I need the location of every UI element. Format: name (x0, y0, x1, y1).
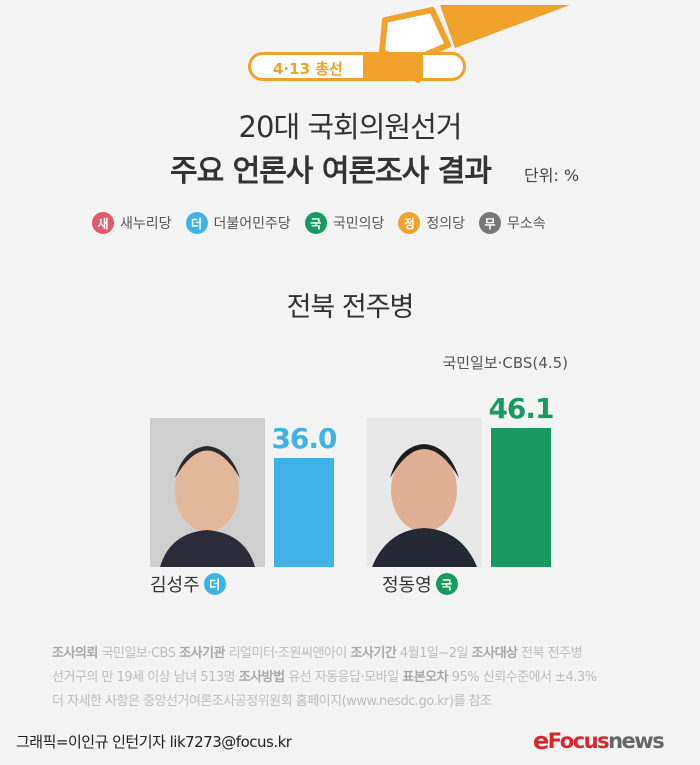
legend-label: 새누리당 (120, 216, 172, 232)
candidate-name-label: 김성주 (150, 575, 200, 596)
election-tag-label: 4·13 총선 (273, 60, 343, 78)
survey-note-line3: 더 자세한 사항은 중앙선거여론조사공정위원회 홈페이지(www.nesdc.g… (52, 694, 492, 709)
note-key: 표본오차 (402, 670, 449, 685)
note-text: 선거구의 만 19세 이상 남녀 513명 (52, 670, 239, 685)
party-badge-더: 더 (203, 573, 226, 595)
survey-note-line2: 선거구의 만 19세 이상 남녀 513명 조사방법 유선 자동응답·모바일 표… (52, 666, 597, 685)
focusnews-logo: e Focus news (533, 727, 665, 755)
note-text: 유선 자동응답·모바일 (284, 670, 403, 685)
party-badge: 국 (304, 212, 327, 234)
party-legend: 새 새누리당 더 더불어민주당 국 국민의당 정 정의당 무 무소속 (92, 212, 546, 234)
note-text: 95% 신뢰수준에서 ±4.3% (448, 670, 597, 685)
note-key: 조사기관 (179, 646, 225, 661)
party-badge-국: 국 (435, 573, 458, 595)
note-key: 조사대상 (471, 646, 518, 661)
title-line2: 주요 언론사 여론조사 결과 (170, 154, 492, 189)
survey-note-line1: 조사의뢰 국민일보·CBS 조사기관 리얼미터·조원씨앤아이 조사기간 4월1일… (52, 642, 583, 661)
unit-label: 단위: % (524, 166, 580, 185)
candidate-photo-2 (367, 418, 482, 567)
legend-item: 국 국민의당 (304, 212, 385, 234)
party-badge: 새 (92, 212, 114, 234)
district-title: 전북 전주병 (286, 292, 415, 323)
legend-item: 정 정의당 (398, 212, 465, 234)
election-tag: 4·13 총선 (248, 52, 466, 81)
party-badge: 무 (478, 212, 501, 234)
legend-label: 더불어민주당 (213, 216, 291, 232)
legend-item: 더 더불어민주당 (185, 212, 291, 234)
legend-label: 무소속 (506, 216, 546, 232)
candidate-photo-1 (150, 418, 265, 567)
note-text: 리얼미터·조원씨앤아이 (224, 646, 351, 661)
title-line1: 20대 국회의원선거 (238, 110, 463, 144)
bar-value-label: 36.0 (271, 422, 337, 456)
party-badge: 더 (185, 212, 208, 234)
note-key: 조사방법 (238, 670, 285, 685)
party-badge: 정 (398, 212, 421, 234)
note-text: 전북 전주병 (517, 646, 583, 661)
bar-value-label: 46.1 (488, 392, 554, 425)
note-text: 4월1일~2일 (396, 646, 472, 661)
note-key: 조사기간 (350, 646, 397, 661)
note-key: 조사의뢰 (52, 646, 98, 661)
graphic-credit: 그래픽=이인규 인턴기자 lik7273@focus.kr (16, 733, 292, 751)
candidate-name-label: 정동영 (382, 575, 432, 596)
legend-label: 정의당 (426, 216, 465, 232)
legend-item: 무 무소속 (478, 212, 546, 234)
candidate-name-1: 김성주 더 (150, 571, 226, 597)
candidate-name-2: 정동영 국 (382, 571, 458, 597)
legend-item: 새 새누리당 (92, 212, 172, 234)
note-text: 국민일보·CBS (97, 646, 180, 661)
bar-1 (491, 428, 551, 567)
ballot-box-slot (363, 52, 423, 81)
legend-label: 국민의당 (332, 216, 385, 232)
poll-source: 국민일보·CBS(4.5) (442, 354, 568, 372)
bar-0 (274, 458, 334, 567)
